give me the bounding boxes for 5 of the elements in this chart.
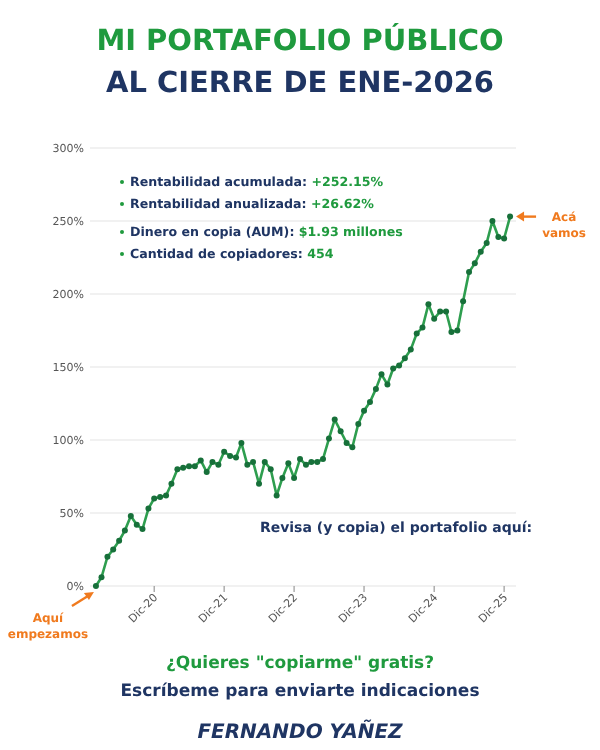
- chart-title: MI PORTAFOLIO PÚBLICO: [96, 22, 504, 58]
- text: ¿Quieres "copiarme" gratis?: [165, 654, 435, 674]
- text: FERNANDO YAÑEZ: [197, 718, 405, 744]
- text: Escríbeme para enviarte indicaciones: [120, 682, 480, 702]
- chart-subtitle: AL CIERRE DE ENE-2026: [105, 68, 495, 100]
